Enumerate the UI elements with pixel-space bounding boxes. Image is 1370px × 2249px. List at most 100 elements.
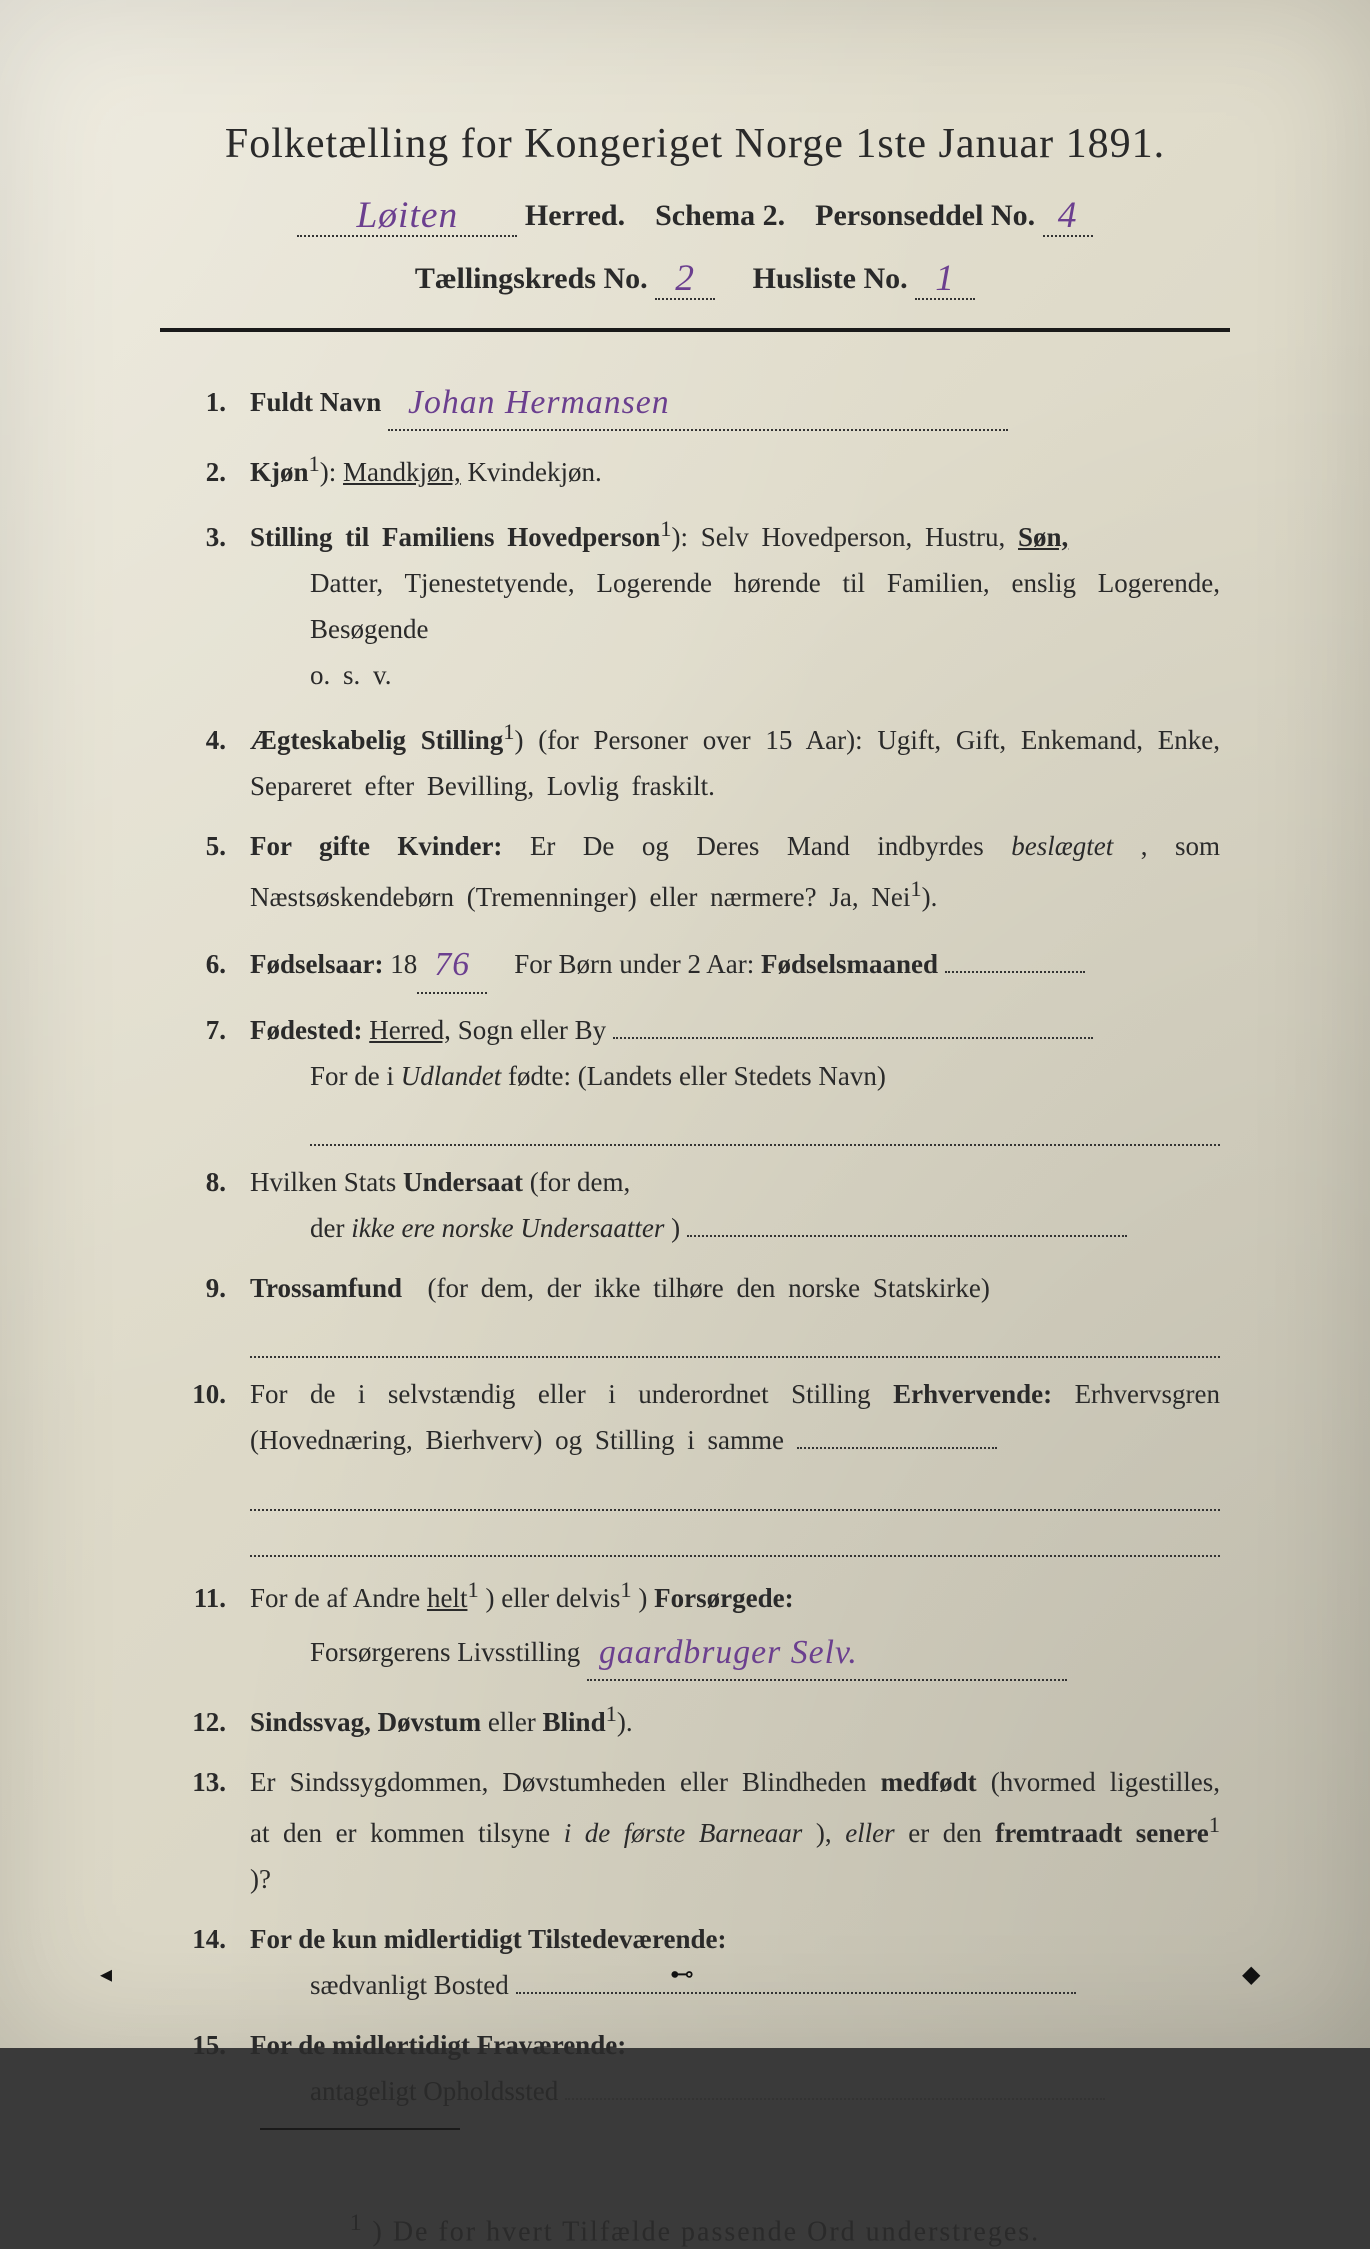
q8-bold: Undersaat	[403, 1167, 523, 1197]
kreds-label: Tællingskreds No.	[415, 262, 648, 295]
q10-blank2	[250, 1517, 1220, 1558]
q14-field	[516, 1992, 1076, 1994]
item-10-body: For de i selvstændig eller i underordnet…	[250, 1372, 1220, 1557]
kreds-no-field: 2	[655, 255, 715, 300]
item-8: 8. Hvilken Stats Undersaat (for dem, der…	[180, 1160, 1220, 1252]
personseddel-no-field: 4	[1043, 192, 1093, 237]
q13-bold: medfødt	[881, 1767, 977, 1797]
q5-label: For gifte Kvinder:	[250, 831, 502, 861]
item-5-num: 5.	[180, 824, 250, 870]
q15-sub-row: antageligt Opholdssted	[250, 2069, 1220, 2115]
herred-value: Løiten	[356, 195, 458, 236]
husliste-label: Husliste No.	[753, 262, 908, 295]
item-4-num: 4.	[180, 718, 250, 764]
footnote-rule	[260, 2128, 460, 2130]
q7-sub-em: Udlandet	[401, 1061, 502, 1091]
q8-sub-em: ikke ere norske Undersaatter	[351, 1213, 664, 1243]
item-12: 12. Sindssvag, Døvstum eller Blind1).	[180, 1695, 1220, 1746]
q13-em: i de første Barneaar	[564, 1818, 803, 1848]
q11-bold: Forsørgede:	[654, 1583, 793, 1613]
q5-text1: Er De og Deres Mand indbyrdes	[530, 831, 1011, 861]
q7-sub: For de i Udlandet fødte: (Landets eller …	[250, 1054, 1220, 1146]
form-body: 1. Fuldt Navn Johan Hermansen 2. Kjøn1):…	[160, 372, 1230, 2114]
item-5: 5. For gifte Kvinder: Er De og Deres Man…	[180, 824, 1220, 921]
item-6: 6. Fødselsaar: 1876 For Børn under 2 Aar…	[180, 934, 1220, 993]
q11-text3: )	[638, 1583, 654, 1613]
item-4: 4. Ægteskabelig Stilling1) (for Personer…	[180, 713, 1220, 810]
q11-text2: ) eller delvis	[485, 1583, 620, 1613]
q6-month-field	[945, 971, 1085, 973]
q2-opt2: Kvindekjøn.	[468, 457, 602, 487]
q11-value: gaardbruger Selv.	[599, 1634, 858, 1671]
item-4-body: Ægteskabelig Stilling1) (for Personer ov…	[250, 713, 1220, 810]
q2-sup: 1	[309, 451, 320, 476]
header-line-2: Løiten Herred. Schema 2. Personseddel No…	[160, 192, 1230, 237]
header-rule	[160, 328, 1230, 332]
item-10-num: 10.	[180, 1372, 250, 1418]
q2-label: Kjøn	[250, 457, 309, 487]
q11-text1: For de af Andre	[250, 1583, 427, 1613]
q7-blank	[310, 1106, 1220, 1147]
q7-sub1: For de i	[310, 1061, 401, 1091]
husliste-no: 1	[935, 258, 955, 299]
q12-label: Sindssvag, Døvstum	[250, 1707, 481, 1737]
q11-sup1: 1	[467, 1577, 478, 1602]
q7-field	[613, 1037, 1093, 1039]
q13-text5: )?	[250, 1864, 271, 1894]
q15-label: For de midlertidigt Fraværende:	[250, 2030, 626, 2060]
q4-label: Ægteskabelig Stilling	[250, 725, 503, 755]
q11-field: gaardbruger Selv.	[587, 1622, 1067, 1681]
q14-label: For de kun midlertidigt Tilstedeværende:	[250, 1924, 727, 1954]
census-form-page: Folketælling for Kongeriget Norge 1ste J…	[0, 0, 1370, 2048]
q15-sub: antageligt Opholdssted	[310, 2076, 558, 2106]
q6-year: 76	[434, 946, 470, 983]
item-8-num: 8.	[180, 1160, 250, 1206]
item-9: 9. Trossamfund (for dem, der ikke tilhør…	[180, 1266, 1220, 1358]
q10-field1	[797, 1447, 997, 1449]
q13-text4: er den	[908, 1818, 995, 1848]
q13-bold2: fremtraadt senere	[995, 1818, 1208, 1848]
q7-label: Fødested:	[250, 1015, 362, 1045]
q3-son: Søn,	[1018, 522, 1068, 552]
q13-text3: ),	[816, 1818, 845, 1848]
q12-bold2: Blind	[543, 1707, 606, 1737]
item-5-body: For gifte Kvinder: Er De og Deres Mand i…	[250, 824, 1220, 921]
q10-bold: Erhvervende:	[893, 1379, 1052, 1409]
footnote: 1 ) De for hvert Tilfælde passende Ord u…	[160, 2190, 1230, 2248]
item-10: 10. For de i selvstændig eller i underor…	[180, 1372, 1220, 1557]
q3-text1: Selv Hovedperson, Hustru,	[701, 522, 1018, 552]
item-13-body: Er Sindssygdommen, Døvstumheden eller Bl…	[250, 1760, 1220, 1903]
item-3-body: Stilling til Familiens Hovedperson1): Se…	[250, 510, 1220, 699]
q2-opt1: Mandkjøn,	[343, 457, 461, 487]
item-6-num: 6.	[180, 942, 250, 988]
item-2-body: Kjøn1): Mandkjøn, Kvindekjøn.	[250, 445, 1220, 496]
item-15-num: 15.	[180, 2023, 250, 2069]
item-9-num: 9.	[180, 1266, 250, 1312]
q10-text1: For de i selvstændig eller i underordnet…	[250, 1379, 893, 1409]
q1-label: Fuldt Navn	[250, 387, 381, 417]
item-2: 2. Kjøn1): Mandkjøn, Kvindekjøn.	[180, 445, 1220, 496]
q7-sub2: fødte: (Landets eller Stedets Navn)	[508, 1061, 886, 1091]
q10-blank1	[250, 1470, 1220, 1511]
q6-label2: Fødselsmaaned	[761, 949, 938, 979]
q1-field: Johan Hermansen	[388, 372, 1008, 431]
q8-sub2: )	[671, 1213, 680, 1243]
item-12-body: Sindssvag, Døvstum eller Blind1).	[250, 1695, 1220, 1746]
item-11-num: 11.	[180, 1576, 250, 1622]
q6-text2: For Børn under 2 Aar:	[514, 949, 761, 979]
form-content: Folketælling for Kongeriget Norge 1ste J…	[160, 120, 1230, 2249]
q6-label: Fødselsaar:	[250, 949, 383, 979]
footnote-text: ) De for hvert Tilfælde passende Ord und…	[373, 2217, 1041, 2248]
q13-text1: Er Sindssygdommen, Døvstumheden eller Bl…	[250, 1767, 881, 1797]
q13-sup: 1	[1209, 1812, 1220, 1837]
q11-sub: Forsørgerens Livsstilling	[310, 1637, 580, 1667]
item-15: 15. For de midlertidigt Fraværende: anta…	[180, 2023, 1220, 2115]
q11-sub-row: Forsørgerens Livsstilling gaardbruger Se…	[250, 1622, 1220, 1681]
item-8-body: Hvilken Stats Undersaat (for dem, der ik…	[250, 1160, 1220, 1252]
herred-label: Herred.	[525, 199, 625, 232]
q3-label: Stilling til Familiens Hovedperson	[250, 522, 660, 552]
q14-sub-row: sædvanligt Bosted	[250, 1963, 1220, 2009]
q12-text: eller	[488, 1707, 543, 1737]
q11-helt: helt	[427, 1583, 468, 1613]
q7-opt1: Herred,	[369, 1015, 451, 1045]
